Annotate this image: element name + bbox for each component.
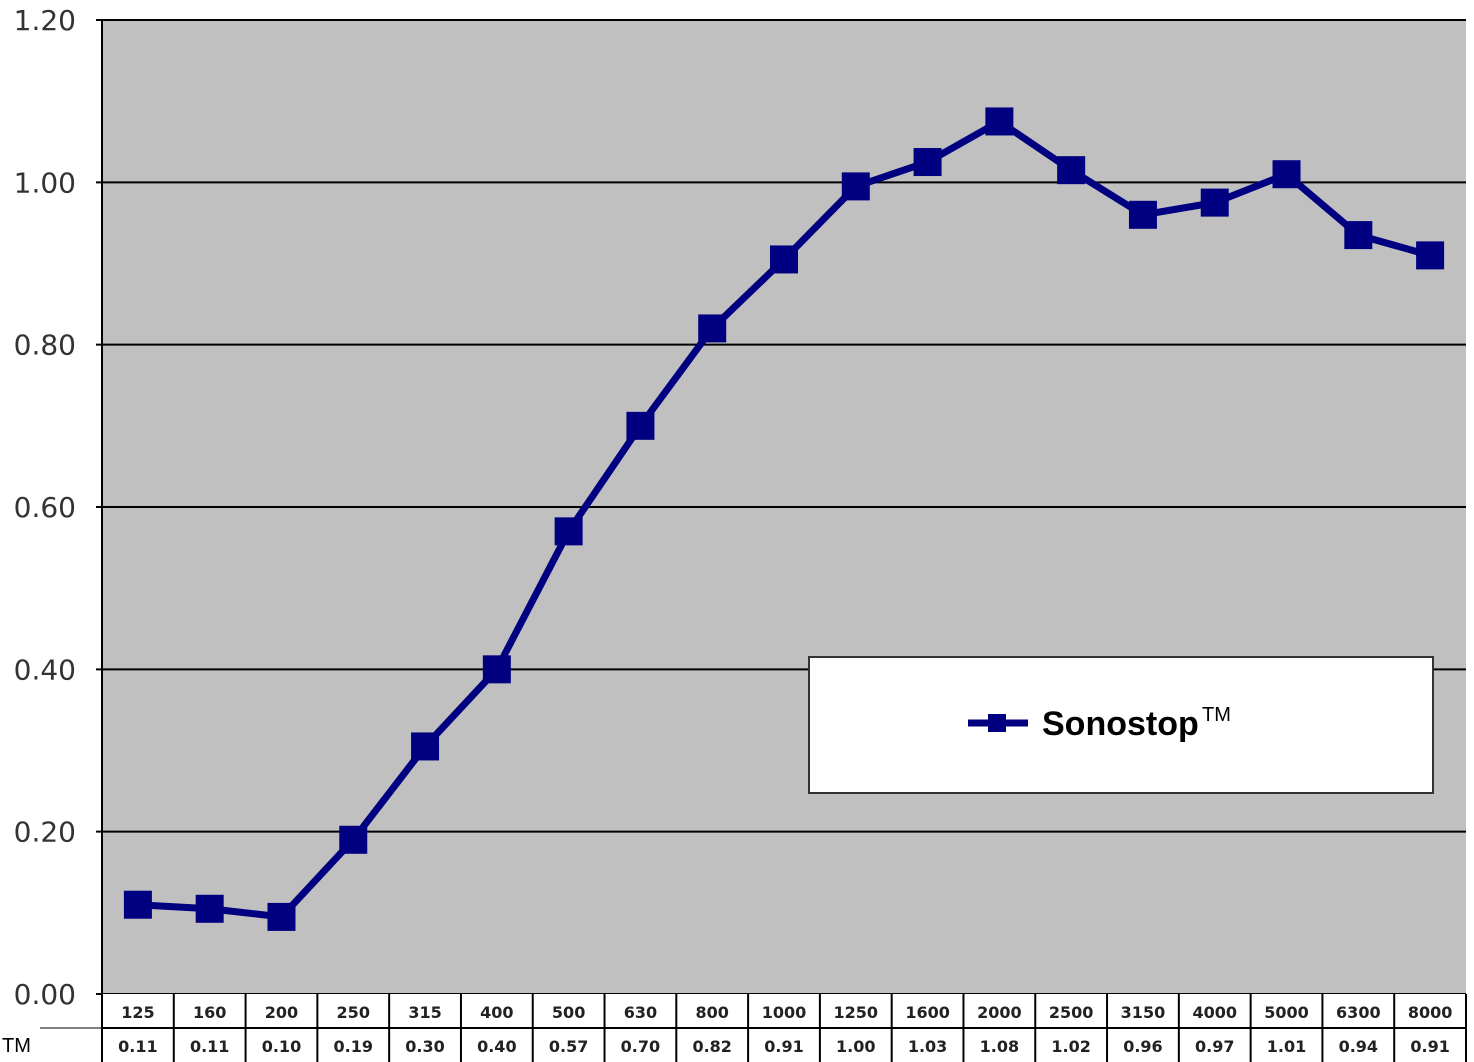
table-value-cell: 1.01 [1267, 1037, 1306, 1056]
legend-box [808, 656, 1434, 794]
x-tick-label: 630 [624, 1003, 657, 1022]
y-tick-label: 0.60 [14, 491, 76, 524]
table-row-label: TM [2, 1035, 31, 1057]
data-point [770, 245, 798, 274]
data-table: TM 125 0.11 160 0.11 200 0.10 250 0.19 315 0.30 40… [2, 994, 1467, 1062]
x-tick-label: 1250 [834, 1003, 879, 1022]
series-group [123, 107, 1445, 931]
y-tick-label: 0.00 [14, 978, 76, 1011]
x-tick-label: 500 [552, 1003, 585, 1022]
table-value-cell: 0.91 [1410, 1037, 1449, 1056]
data-point [1057, 156, 1086, 185]
data-point [841, 172, 870, 201]
data-point [698, 314, 727, 343]
table-value-cell: 0.19 [334, 1037, 373, 1056]
x-tick-label: 1000 [762, 1003, 807, 1022]
data-point [1344, 221, 1373, 250]
table-value-cell: 1.02 [1051, 1037, 1090, 1056]
x-tick-label: 400 [480, 1003, 513, 1022]
x-tick-label: 5000 [1264, 1003, 1309, 1022]
table-value-cell: 0.96 [1123, 1037, 1162, 1056]
x-tick-label: 6300 [1336, 1003, 1381, 1022]
x-tick-label: 315 [408, 1003, 441, 1022]
y-tick-label: 0.40 [14, 653, 76, 686]
x-tick-label: 800 [696, 1003, 729, 1022]
table-value-cell: 0.30 [405, 1037, 444, 1056]
data-point [1200, 188, 1229, 217]
table-value-cell: 0.40 [477, 1037, 516, 1056]
table-value-cell: 0.11 [118, 1037, 157, 1056]
x-tick-label: 2500 [1049, 1003, 1094, 1022]
table-value-cell: 0.97 [1195, 1037, 1234, 1056]
legend-label: Sonostop [1042, 705, 1199, 743]
x-tick-label: 250 [337, 1003, 370, 1022]
data-point [913, 148, 942, 177]
data-point [626, 411, 655, 440]
table-value-cell: 0.57 [549, 1037, 588, 1056]
legend: Sonostop TM [808, 656, 1434, 794]
table-value-cell: 0.94 [1339, 1037, 1378, 1056]
x-tick-label: 1600 [905, 1003, 950, 1022]
table-value-cell: 0.11 [190, 1037, 229, 1056]
y-axis-ticks: 0.00 0.20 0.40 0.60 0.80 1.00 1.20 [14, 4, 76, 1011]
table-value-cell: 1.00 [836, 1037, 875, 1056]
data-point [1416, 241, 1445, 270]
y-tick-label: 0.80 [14, 329, 76, 362]
data-point [267, 902, 296, 931]
x-tick-label: 8000 [1408, 1003, 1453, 1022]
data-point [1128, 200, 1157, 229]
y-tick-label: 0.20 [14, 816, 76, 849]
data-point [554, 517, 583, 546]
table-value-cell: 1.03 [908, 1037, 947, 1056]
x-tick-label: 200 [265, 1003, 298, 1022]
x-tick-label: 125 [121, 1003, 154, 1022]
table-value-cell: 0.82 [692, 1037, 731, 1056]
x-tick-label: 4000 [1192, 1003, 1237, 1022]
table-value-cell: 0.91 [764, 1037, 803, 1056]
y-tick-label: 1.00 [14, 166, 76, 199]
data-point [123, 890, 152, 919]
table-value-cell: 0.70 [621, 1037, 660, 1056]
x-tick-label: 3150 [1121, 1003, 1166, 1022]
table-value-cell: 0.10 [262, 1037, 301, 1056]
legend-label-superscript: TM [1202, 704, 1231, 726]
table-value-cell: 1.08 [980, 1037, 1019, 1056]
data-point [482, 655, 511, 684]
x-tick-label: 2000 [977, 1003, 1022, 1022]
data-point [985, 107, 1014, 136]
data-point [195, 894, 224, 923]
data-point [411, 732, 440, 761]
x-tick-label: 160 [193, 1003, 226, 1022]
data-point [339, 825, 368, 854]
y-tick-label: 1.20 [14, 4, 76, 37]
data-point [1272, 160, 1301, 189]
legend-marker-swatch [988, 714, 1006, 732]
